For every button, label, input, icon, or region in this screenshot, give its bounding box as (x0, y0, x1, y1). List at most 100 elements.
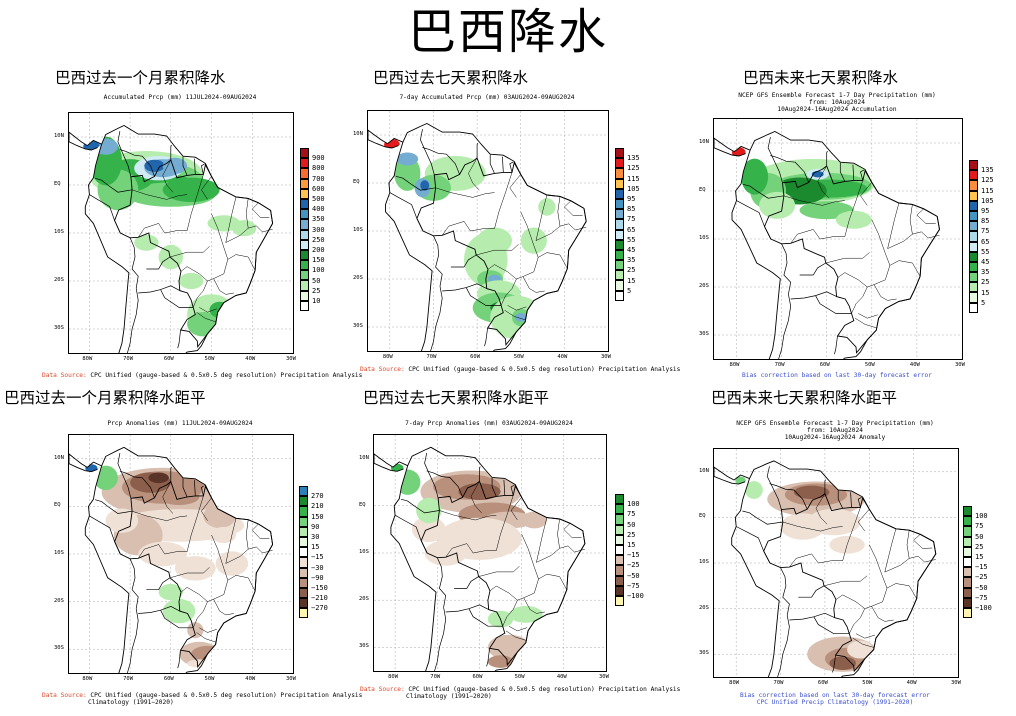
colorbar-swatch (300, 280, 309, 291)
colorbar-label: 10 (312, 297, 321, 305)
colorbar-swatch (963, 536, 972, 547)
colorbar-swatch (615, 270, 624, 281)
lat-tick-label: 30S (699, 650, 709, 657)
colorbar-label: 95 (981, 207, 990, 215)
colorbar-label: 125 (981, 176, 994, 185)
colorbar-label: 90 (311, 522, 320, 531)
lat-tick-label: 30S (353, 323, 363, 329)
map-panel-4: 巴西过去一个月累积降水距平 Prcp Anomalies (mm) 11JUL20… (0, 386, 362, 716)
colorbar-label: 50 (312, 276, 321, 285)
colorbar-swatch (300, 198, 309, 210)
colorbar-swatch (615, 504, 624, 515)
lon-tick-label: 50W (864, 362, 875, 368)
lon-tick-label: 70W (430, 674, 441, 680)
colorbar-swatch (615, 524, 624, 535)
lon-tick-label: 60W (817, 680, 828, 686)
colorbar-label: −150 (311, 584, 328, 592)
lon-tick-label: 30W (286, 356, 296, 362)
map-frame (373, 434, 607, 672)
colorbar (299, 486, 308, 619)
colorbar-swatch (299, 557, 308, 568)
lat-tick-label: 20S (353, 275, 363, 281)
panel-heading: 巴西过去七天累积降水 (373, 69, 529, 87)
colorbar (969, 160, 978, 313)
colorbar-label: 300 (312, 225, 325, 234)
lat-tick-label: EQ (699, 187, 706, 193)
colorbar-swatch (615, 219, 624, 230)
lon-tick-label: 30W (955, 362, 965, 368)
colorbar-label: −15 (627, 551, 640, 560)
lat-tick-label: EQ (359, 501, 366, 508)
colorbar-swatch (615, 544, 624, 556)
lon-tick-label: 70W (426, 354, 437, 360)
lat-tick-label: 20S (699, 604, 709, 611)
lat-tick-label: 10N (353, 131, 363, 137)
colorbar (963, 506, 972, 619)
panel-subtitle: NCEP GFS Ensemble Forecast 1-7 Day Preci… (713, 92, 961, 113)
colorbar-label: 100 (312, 266, 325, 275)
lat-tick-label: 10N (54, 133, 64, 139)
colorbar-label: −15 (311, 553, 324, 562)
colorbar-label: −75 (627, 581, 640, 590)
source-note: Bias correction based on last 30-day for… (713, 372, 961, 379)
precip-map (69, 113, 293, 353)
lon-tick-label: 70W (123, 676, 134, 682)
colorbar-label: 150 (312, 256, 325, 265)
colorbar-label: 85 (627, 205, 636, 214)
colorbar-swatch (963, 577, 972, 588)
colorbar-swatch (969, 200, 978, 211)
lon-tick-label: 80W (382, 354, 393, 360)
colorbar-label: 75 (627, 510, 636, 519)
colorbar-swatch (615, 168, 624, 179)
panel-subtitle: Prcp Anomalies (mm) 11JUL2024-09AUG2024 (68, 420, 292, 427)
source-note: Data Source: CPC Unified (gauge-based & … (360, 366, 680, 373)
colorbar-label: −90 (311, 573, 324, 582)
source-line: Bias correction based on last 30-day for… (742, 372, 932, 379)
colorbar-label: 15 (975, 553, 984, 561)
map-frame (713, 448, 959, 678)
source-text: CPC Unified (gauge-based & 0.5x0.5 deg r… (404, 366, 681, 373)
colorbar-swatch (299, 506, 308, 517)
subtitle-line: 7-day Prcp Anomalies (mm) 03AUG2024-09AU… (405, 420, 573, 427)
colorbar-swatch (963, 546, 972, 557)
colorbar-swatch (300, 290, 309, 301)
colorbar-label: 95 (627, 195, 636, 203)
colorbar-swatch (615, 514, 624, 525)
colorbar-swatch (615, 585, 624, 596)
source-label: Data Source: (360, 686, 405, 693)
lon-tick-label: 60W (163, 676, 174, 682)
colorbar-swatch (615, 534, 624, 545)
map-frame (367, 110, 609, 352)
colorbar-label: 105 (981, 196, 994, 205)
subtitle-line: NCEP GFS Ensemble Forecast 1-7 Day Preci… (738, 92, 936, 99)
lon-tick-label: 40W (245, 356, 256, 362)
colorbar-label: 65 (981, 237, 990, 246)
colorbar-swatch (300, 260, 309, 271)
colorbar-label: 135 (627, 154, 640, 163)
colorbar-label: 400 (312, 205, 325, 214)
colorbar-label: −100 (627, 592, 644, 600)
subtitle-line: NCEP GFS Ensemble Forecast 1-7 Day Preci… (736, 420, 934, 427)
lat-tick-label: 20S (699, 283, 709, 289)
colorbar-swatch (969, 251, 978, 262)
colorbar-label: 115 (627, 174, 640, 183)
precip-map (714, 449, 958, 677)
lat-tick-label: EQ (54, 181, 61, 187)
colorbar-label: 25 (312, 286, 321, 295)
lat-tick-label: 10S (54, 550, 64, 556)
colorbar-swatch (969, 221, 978, 232)
lon-tick-label: 80W (82, 676, 93, 682)
colorbar (300, 148, 309, 311)
colorbar-label: 55 (627, 235, 636, 244)
map-panel-3: 巴西未来七天累积降水 NCEP GFS Ensemble Forecast 1-7… (695, 66, 1016, 396)
colorbar-label: 210 (311, 502, 324, 511)
subtitle-line: 7-day Accumulated Prcp (mm) 03AUG2024-09… (399, 94, 575, 101)
lat-tick-label: 10S (359, 549, 369, 555)
colorbar-swatch (615, 595, 624, 607)
colorbar-label: 100 (627, 500, 640, 509)
colorbar-swatch (300, 158, 309, 169)
colorbar-label: 55 (981, 247, 990, 256)
source-line: Bias correction based on last 30-day for… (740, 692, 930, 699)
colorbar-swatch (299, 547, 308, 558)
lon-tick-label: 30W (951, 680, 961, 686)
